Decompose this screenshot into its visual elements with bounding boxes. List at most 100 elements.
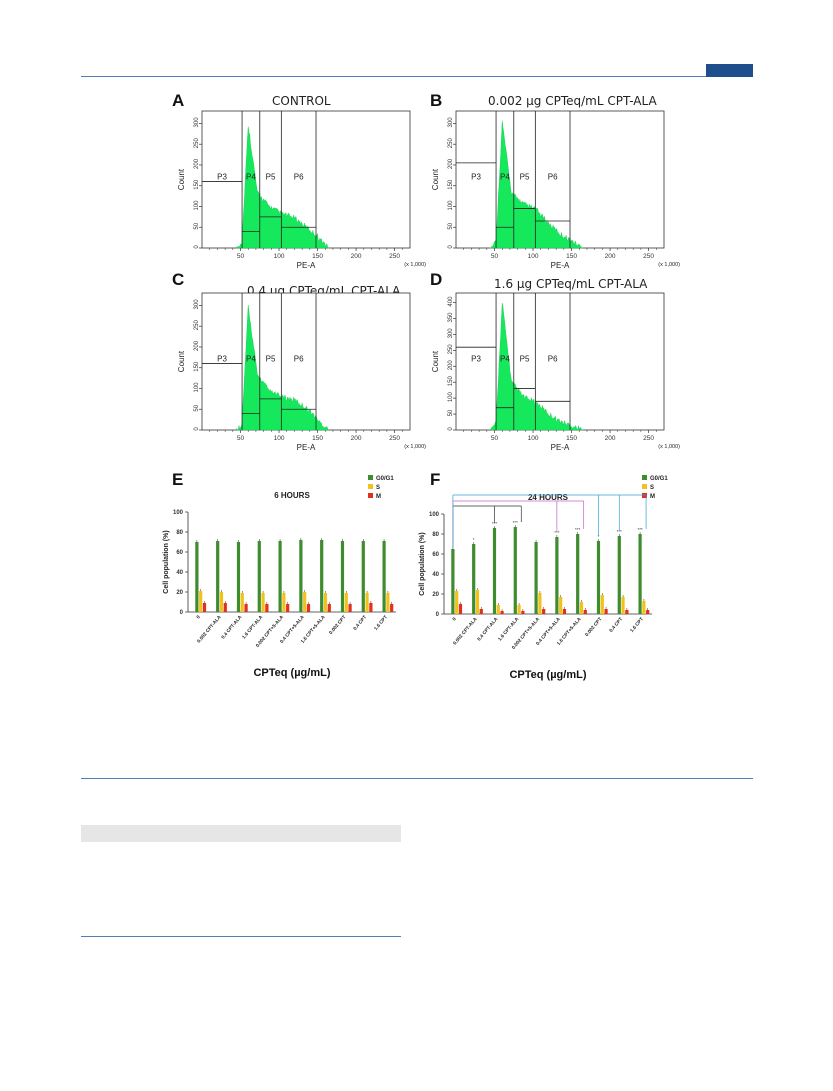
legend-swatch-m: [368, 493, 373, 498]
x-tick-label: 100: [274, 435, 285, 442]
x-tick-label: 250: [389, 253, 400, 260]
x-tick-label: 100: [274, 253, 285, 260]
y-axis-label: Count: [431, 350, 440, 372]
y-tick-label: 400: [448, 296, 454, 307]
x-axis-label: PE-A: [551, 443, 570, 452]
bar-s: [621, 597, 625, 614]
significance-mark: ***: [513, 520, 519, 525]
y-tick-label: 350: [448, 312, 454, 323]
section-rule: [81, 778, 753, 779]
bar-s: [475, 590, 480, 614]
panel-letter-c: C: [172, 270, 185, 289]
legend-swatch-g0-g1: [642, 475, 647, 480]
x-tick-label: 250: [643, 435, 654, 442]
y-tick-label: 20: [432, 592, 439, 598]
y-tick-label: 100: [173, 510, 184, 516]
y-axis-label: Count: [431, 168, 440, 190]
gate-label-p5: P5: [520, 355, 530, 364]
gate-label-p6: P6: [294, 355, 304, 364]
bar-s: [282, 593, 286, 612]
y-tick-label: 200: [448, 158, 454, 169]
gate-label-p3: P3: [217, 173, 227, 182]
panel-title-a: CONTROL: [272, 94, 331, 108]
bar-chart-e: G0/G1 SM 6 HOURS 0 20 40 60 80 100 Cell populatio…: [163, 475, 396, 679]
legend-label-g0-g1: G0/G1: [650, 476, 668, 482]
x-tick-label: 150: [566, 253, 577, 260]
significance-mark: ***: [554, 530, 560, 535]
bar-g0-g1: [638, 534, 642, 614]
bar-g0-g1: [320, 540, 324, 612]
x-axis-label: PE-A: [297, 261, 316, 270]
x-tick-label: 50: [491, 253, 499, 260]
y-tick-label: 80: [432, 532, 439, 538]
bar-g0-g1: [257, 541, 261, 612]
legend-swatch-s: [368, 484, 373, 489]
bar-s: [538, 593, 542, 614]
plot-frame: [201, 292, 411, 431]
bar-s: [642, 601, 646, 614]
bar-s: [303, 592, 307, 612]
gate-label-p3: P3: [471, 355, 481, 364]
y-tick-label: 50: [448, 222, 454, 229]
y-axis-label: Cell population (%): [163, 530, 170, 593]
y-tick-label: 100: [448, 200, 454, 211]
header-rule: [81, 76, 753, 77]
bar-g0-g1: [596, 541, 601, 614]
panel-letter-d: D: [430, 270, 443, 289]
plot-frame: [455, 292, 665, 431]
y-tick-label: 0: [194, 427, 200, 431]
panel-letter-b: B: [430, 91, 443, 110]
y-tick-label: 200: [194, 158, 200, 169]
bar-s: [600, 595, 604, 614]
x-tick-label: 150: [566, 435, 577, 442]
x-tick-label: 150: [312, 253, 323, 260]
gate-label-p3: P3: [471, 173, 481, 182]
x-tick-label: 50: [491, 435, 499, 442]
bar-s: [219, 592, 224, 612]
bar-m: [390, 604, 394, 612]
significance-mark: ***: [617, 529, 623, 534]
bar-s: [261, 593, 265, 612]
bar-m: [244, 604, 248, 612]
x-tick-label: 150: [312, 435, 323, 442]
y-tick-label: 100: [448, 391, 454, 402]
bar-m: [223, 603, 227, 612]
gate-label-p3: P3: [217, 355, 227, 364]
gate-label-p4: P4: [246, 173, 256, 182]
x-scale-note: (x 1,000): [658, 444, 680, 450]
bar-s: [579, 602, 584, 614]
bar-s: [559, 597, 563, 614]
gate-label-p5: P5: [266, 355, 276, 364]
legend-swatch-g0-g1: [368, 475, 373, 480]
bar-m: [286, 604, 290, 612]
legend-swatch-m: [642, 493, 647, 498]
y-tick-label: 0: [448, 427, 454, 431]
bar-g0-g1: [340, 541, 345, 612]
x-tick-label: 0: [195, 614, 202, 620]
x-scale-note: (x 1,000): [404, 262, 426, 268]
y-tick-label: 300: [194, 299, 200, 310]
x-scale-note: (x 1,000): [658, 262, 680, 268]
header-accent-block: [706, 64, 753, 77]
bar-s: [323, 593, 328, 612]
footnote-rule: [81, 936, 401, 937]
panel-letter-f: F: [430, 470, 441, 489]
y-tick-label: 250: [194, 138, 200, 149]
y-axis-label: Count: [177, 350, 186, 372]
bar-g0-g1: [472, 544, 476, 614]
bar-s: [496, 605, 500, 614]
bar-m: [583, 610, 587, 614]
bar-m: [500, 611, 504, 614]
gray-header-bar: [81, 825, 401, 842]
gate-label-p6: P6: [548, 173, 558, 182]
x-tick-label: 200: [605, 253, 616, 260]
bar-g0-g1: [617, 536, 621, 614]
x-tick-label: 200: [351, 435, 362, 442]
bar-g0-g1: [451, 549, 455, 614]
bar-g0-g1: [513, 527, 517, 614]
panel-title-d: 1.6 µg CPTeq/mL CPT-ALA: [494, 277, 648, 291]
y-tick-label: 250: [448, 138, 454, 149]
gate-label-p6: P6: [294, 173, 304, 182]
y-tick-label: 300: [194, 117, 200, 128]
y-tick-label: 60: [432, 552, 439, 558]
